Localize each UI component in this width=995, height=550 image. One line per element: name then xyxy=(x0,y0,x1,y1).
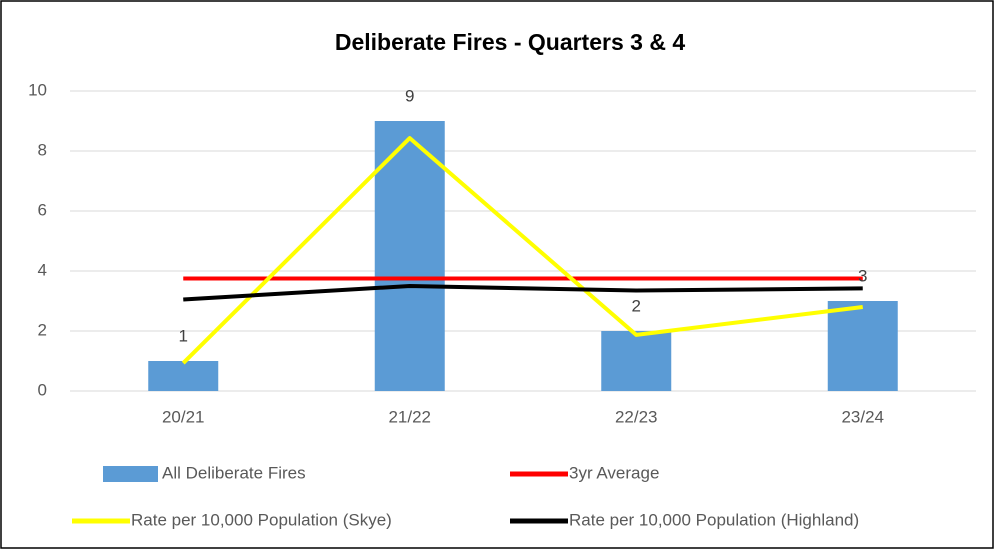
y-tick-label: 2 xyxy=(38,320,47,339)
bar xyxy=(601,331,672,391)
y-tick-label: 6 xyxy=(38,200,47,219)
legend-label: 3yr Average xyxy=(569,463,659,482)
y-tick-label: 0 xyxy=(38,380,47,399)
x-tick-label: 21/22 xyxy=(388,407,431,426)
y-tick-label: 8 xyxy=(38,140,47,159)
x-tick-label: 23/24 xyxy=(841,407,884,426)
legend-label: Rate per 10,000 Population (Skye) xyxy=(131,510,392,529)
data-label: 1 xyxy=(179,326,188,345)
x-tick-label: 20/21 xyxy=(162,407,205,426)
x-tick-label: 22/23 xyxy=(615,407,658,426)
bar xyxy=(374,121,445,391)
chart-title: Deliberate Fires - Quarters 3 & 4 xyxy=(335,29,685,55)
y-tick-label: 4 xyxy=(38,260,47,279)
data-label: 3 xyxy=(858,266,867,285)
data-label: 2 xyxy=(632,296,641,315)
legend-label: Rate per 10,000 Population (Highland) xyxy=(569,510,859,529)
line xyxy=(183,284,863,302)
legend-label: All Deliberate Fires xyxy=(162,463,306,482)
line xyxy=(181,136,863,365)
legend-swatch xyxy=(103,466,158,482)
y-tick-label: 10 xyxy=(28,80,47,99)
data-label: 9 xyxy=(405,86,414,105)
bar xyxy=(148,361,219,391)
bar xyxy=(827,301,898,391)
